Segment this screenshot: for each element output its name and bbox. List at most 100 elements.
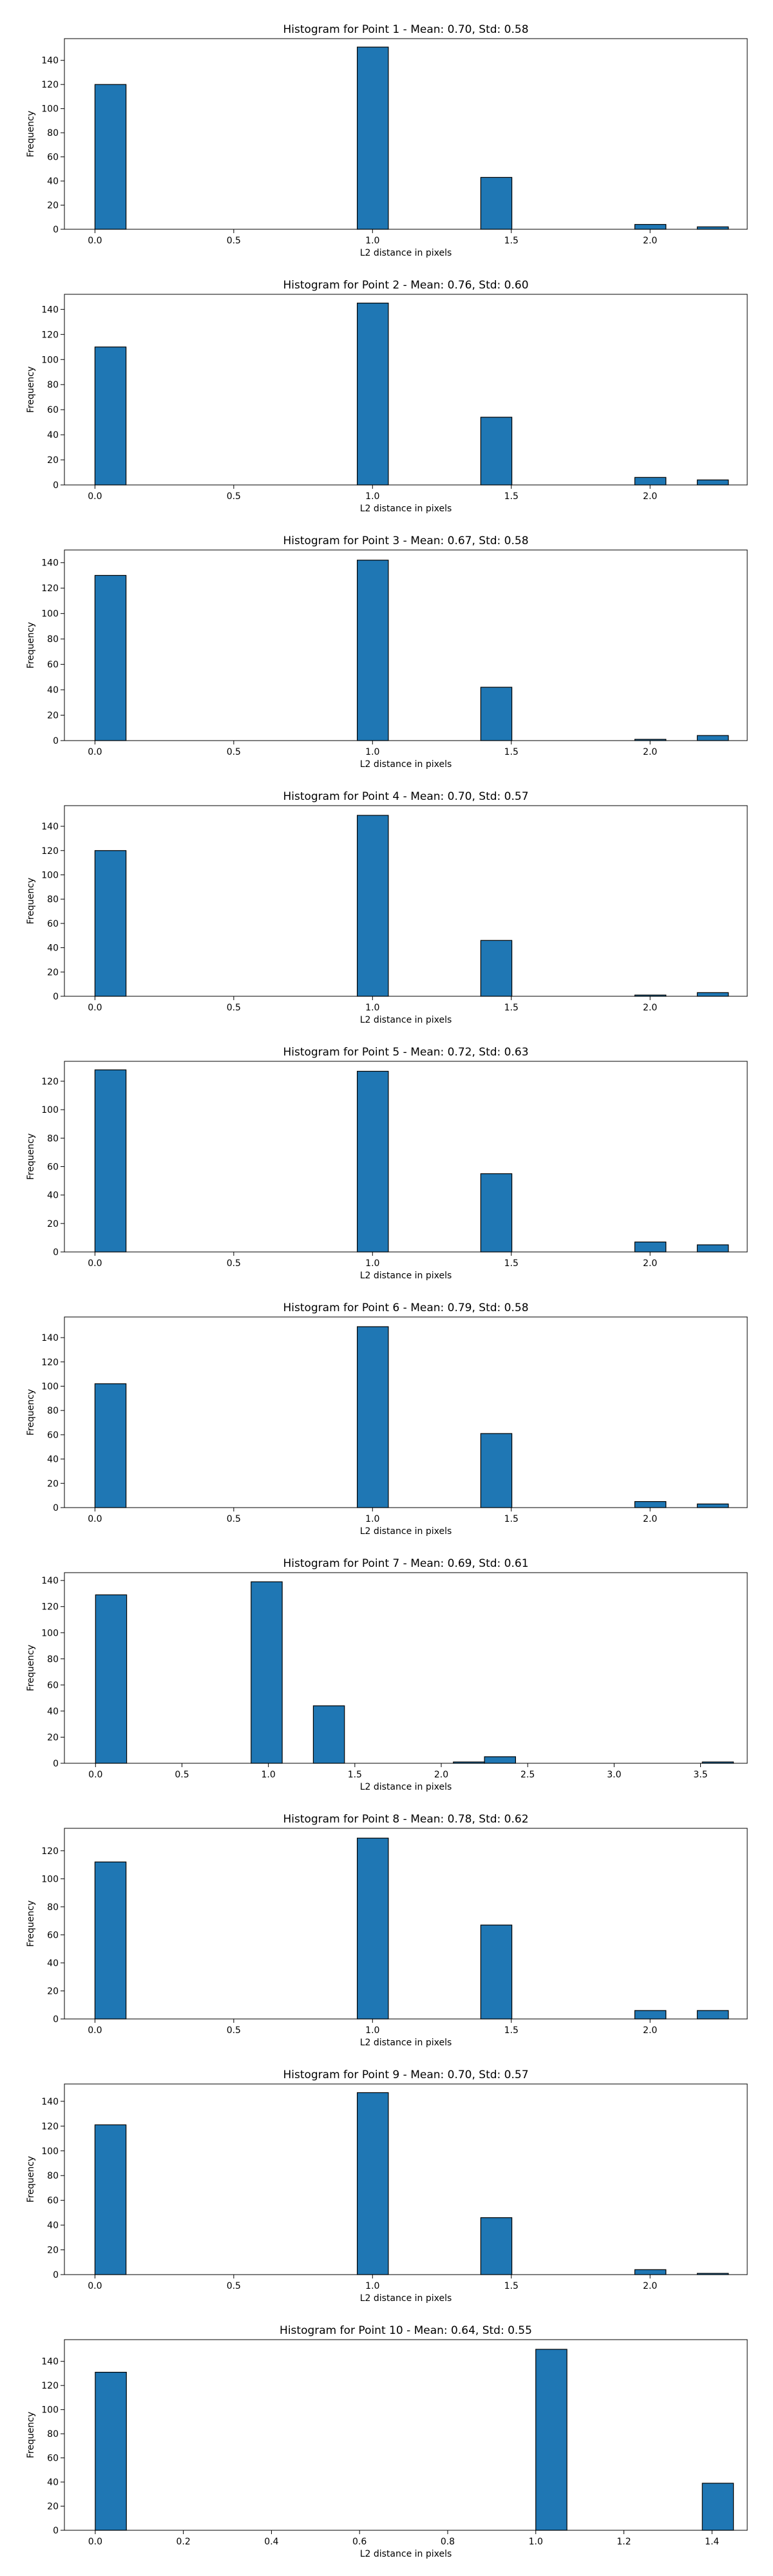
x-tick-label: 2.0 <box>643 236 657 246</box>
histogram-bar <box>634 223 667 230</box>
y-tick-label: 100 <box>41 1628 59 1638</box>
y-tick-label: 60 <box>47 2196 59 2206</box>
y-tick-label: 120 <box>41 2121 59 2132</box>
y-tick-label: 40 <box>47 1455 59 1465</box>
x-tick-label: 0.4 <box>264 2537 278 2547</box>
x-tick-label: 1.5 <box>504 2281 519 2291</box>
y-tick-label: 40 <box>47 1958 59 1969</box>
x-tick-label: 0.0 <box>88 2537 102 2547</box>
x-tick-label: 1.5 <box>504 2025 519 2036</box>
y-tick-label: 0 <box>53 2270 59 2280</box>
y-tick-label: 60 <box>47 1680 59 1690</box>
y-tick-label: 100 <box>41 1105 59 1115</box>
x-tick-label: 0.0 <box>88 1514 102 1524</box>
histogram-bar <box>480 1924 513 2020</box>
y-tick-label: 60 <box>47 1162 59 1172</box>
chart-title: Histogram for Point 3 - Mean: 0.67, Std:… <box>283 535 528 547</box>
histogram-bar <box>535 2349 568 2531</box>
y-tick-label: 40 <box>47 1191 59 1201</box>
y-tick-label: 80 <box>47 1406 59 1416</box>
y-tick-label: 60 <box>47 2454 59 2464</box>
plot-frame <box>64 2083 748 2275</box>
y-tick-label: 100 <box>41 1381 59 1392</box>
histogram-bar <box>95 1594 128 1764</box>
chart-title: Histogram for Point 1 - Mean: 0.70, Std:… <box>283 23 528 36</box>
y-tick-label: 60 <box>47 919 59 929</box>
y-tick-label: 100 <box>41 2146 59 2157</box>
y-axis-label: Frequency <box>26 111 36 157</box>
y-tick-label: 80 <box>47 1133 59 1144</box>
y-tick-label: 80 <box>47 2429 59 2439</box>
histogram-bar <box>480 417 513 486</box>
plot-frame <box>64 1572 748 1764</box>
histogram-bar <box>94 1861 127 2020</box>
y-tick-label: 40 <box>47 176 59 187</box>
y-tick-label: 140 <box>41 305 59 315</box>
y-tick-label: 60 <box>47 660 59 670</box>
x-tick-label: 0.0 <box>88 2281 102 2291</box>
x-tick-label: 2.0 <box>643 2281 657 2291</box>
y-tick-label: 100 <box>41 2405 59 2416</box>
y-tick-label: 20 <box>47 1219 59 1229</box>
x-tick-label: 1.0 <box>365 1258 379 1269</box>
x-tick-label: 0.5 <box>227 236 241 246</box>
x-tick-label: 0.5 <box>227 1258 241 1269</box>
plot-frame <box>64 294 748 486</box>
x-tick-label: 0.5 <box>227 1003 241 1013</box>
plot-frame <box>64 2339 748 2531</box>
y-tick-label: 120 <box>41 1602 59 1613</box>
y-tick-label: 80 <box>47 895 59 905</box>
y-axis-label: Frequency <box>26 1900 36 1947</box>
histogram-bar <box>94 574 127 741</box>
x-tick-label: 0.0 <box>88 747 102 757</box>
plot-frame <box>64 38 748 230</box>
y-tick-label: 80 <box>47 634 59 645</box>
y-tick-label: 0 <box>53 2526 59 2536</box>
y-tick-label: 0 <box>53 225 59 235</box>
y-axis-label: Frequency <box>26 1133 36 1180</box>
histogram-bar <box>696 1244 729 1253</box>
x-axis-label: L2 distance in pixels <box>360 2293 452 2304</box>
histogram-bar <box>480 687 513 741</box>
y-tick-label: 0 <box>53 736 59 746</box>
histogram-bar <box>356 1326 389 1508</box>
x-tick-label: 1.5 <box>504 491 519 502</box>
y-tick-label: 80 <box>47 1902 59 1913</box>
x-tick-label: 1.5 <box>504 236 519 246</box>
y-tick-label: 0 <box>53 1759 59 1769</box>
x-tick-label: 1.4 <box>705 2537 719 2547</box>
y-tick-label: 140 <box>41 56 59 66</box>
x-tick-label: 1.0 <box>365 2281 379 2291</box>
x-tick-label: 1.0 <box>365 747 379 757</box>
histogram-bar <box>634 2269 667 2275</box>
y-axis-label: Frequency <box>26 1389 36 1435</box>
y-tick-label: 20 <box>47 711 59 721</box>
chart-title: Histogram for Point 7 - Mean: 0.69, Std:… <box>283 1557 528 1570</box>
y-tick-label: 60 <box>47 153 59 163</box>
y-tick-label: 140 <box>41 1333 59 1343</box>
chart-title: Histogram for Point 2 - Mean: 0.76, Std:… <box>283 279 528 292</box>
y-tick-label: 120 <box>41 583 59 594</box>
histogram-bar <box>480 1433 513 1508</box>
y-tick-label: 0 <box>53 480 59 491</box>
x-axis-label: L2 distance in pixels <box>360 1526 452 1537</box>
histogram-bar <box>480 1173 513 1253</box>
chart-title: Histogram for Point 10 - Mean: 0.64, Std… <box>280 2324 532 2337</box>
x-tick-label: 1.5 <box>504 1003 519 1013</box>
y-tick-label: 80 <box>47 2171 59 2181</box>
x-tick-label: 1.0 <box>365 491 379 502</box>
x-tick-label: 0.5 <box>227 2281 241 2291</box>
plot-frame <box>64 1061 748 1253</box>
x-tick-label: 2.0 <box>643 1258 657 1269</box>
histogram-bar <box>634 477 667 486</box>
plot-frame <box>64 805 748 997</box>
x-tick-label: 2.5 <box>520 1770 535 1780</box>
y-tick-label: 100 <box>41 355 59 365</box>
x-tick-label: 0.2 <box>177 2537 191 2547</box>
x-tick-label: 1.0 <box>365 1003 379 1013</box>
y-tick-label: 60 <box>47 405 59 415</box>
x-tick-label: 2.0 <box>643 1514 657 1524</box>
plot-frame <box>64 549 748 741</box>
histogram-bar <box>696 735 729 741</box>
y-tick-label: 80 <box>47 128 59 138</box>
